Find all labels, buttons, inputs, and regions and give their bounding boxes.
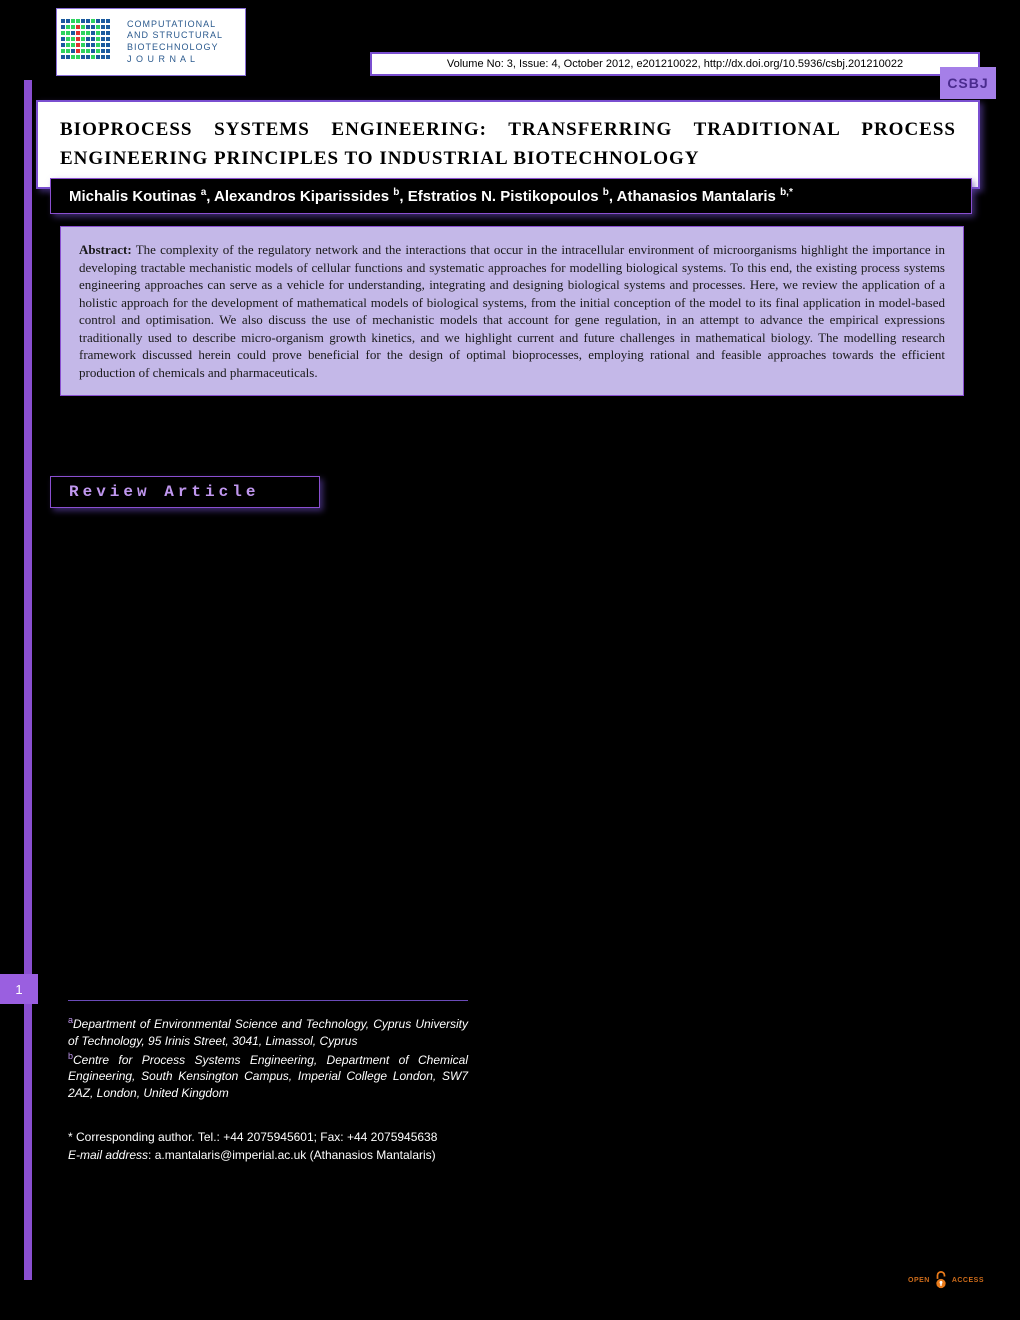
journal-name-l1: COMPUTATIONAL bbox=[127, 19, 223, 31]
open-access-badge: OPEN ACCESS bbox=[908, 1262, 984, 1298]
journal-name: COMPUTATIONAL AND STRUCTURAL BIOTECHNOLO… bbox=[127, 19, 223, 66]
article-type-tag: Review Article bbox=[50, 476, 320, 508]
abstract-label: Abstract: bbox=[79, 242, 132, 257]
title-box: Bioprocess systems engineering: transfer… bbox=[36, 100, 980, 189]
citation-text: Volume No: 3, Issue: 4, October 2012, e2… bbox=[447, 58, 903, 70]
affiliation-a: aDepartment of Environmental Science and… bbox=[68, 1014, 468, 1050]
affiliation-a-text: Department of Environmental Science and … bbox=[68, 1017, 468, 1048]
affiliation-b-text: Centre for Process Systems Engineering, … bbox=[68, 1053, 468, 1101]
email-label: E-mail address bbox=[68, 1148, 148, 1162]
journal-abbrev: CSBJ bbox=[947, 75, 988, 91]
citation-bar: Volume No: 3, Issue: 4, October 2012, e2… bbox=[370, 52, 980, 76]
journal-name-l2: AND STRUCTURAL bbox=[127, 30, 223, 42]
abstract-box: Abstract: The complexity of the regulato… bbox=[60, 226, 964, 396]
footer-rule bbox=[68, 1000, 468, 1001]
journal-name-l3: BIOTECHNOLOGY bbox=[127, 42, 223, 54]
abstract-text: The complexity of the regulatory network… bbox=[79, 242, 945, 380]
article-title: Bioprocess systems engineering: transfer… bbox=[60, 116, 956, 173]
corresponding-email: E-mail address: a.mantalaris@imperial.ac… bbox=[68, 1146, 468, 1164]
email-value: a.mantalaris@imperial.ac.uk (Athanasios … bbox=[155, 1148, 436, 1162]
logo-pattern bbox=[61, 19, 121, 65]
corresponding-author: * Corresponding author. Tel.: +44 207594… bbox=[68, 1128, 468, 1164]
journal-name-l4: J O U R N A L bbox=[127, 54, 223, 66]
authors-bar: Michalis Koutinas a, Alexandros Kipariss… bbox=[50, 178, 972, 214]
open-lock-icon bbox=[934, 1265, 948, 1295]
journal-logo: COMPUTATIONAL AND STRUCTURAL BIOTECHNOLO… bbox=[56, 8, 246, 76]
page-number-tab: 1 bbox=[0, 974, 38, 1004]
authors-list: Michalis Koutinas a, Alexandros Kipariss… bbox=[69, 188, 793, 205]
corresponding-line: * Corresponding author. Tel.: +44 207594… bbox=[68, 1128, 468, 1146]
article-type: Review Article bbox=[69, 483, 259, 501]
left-accent-bar bbox=[24, 80, 32, 1280]
affiliation-b: bCentre for Process Systems Engineering,… bbox=[68, 1050, 468, 1102]
oa-text-open: OPEN bbox=[908, 1277, 930, 1284]
page-number: 1 bbox=[15, 982, 22, 997]
affiliations: aDepartment of Environmental Science and… bbox=[68, 1014, 468, 1102]
journal-abbrev-tag: CSBJ bbox=[940, 67, 996, 99]
oa-text-access: ACCESS bbox=[952, 1277, 984, 1284]
